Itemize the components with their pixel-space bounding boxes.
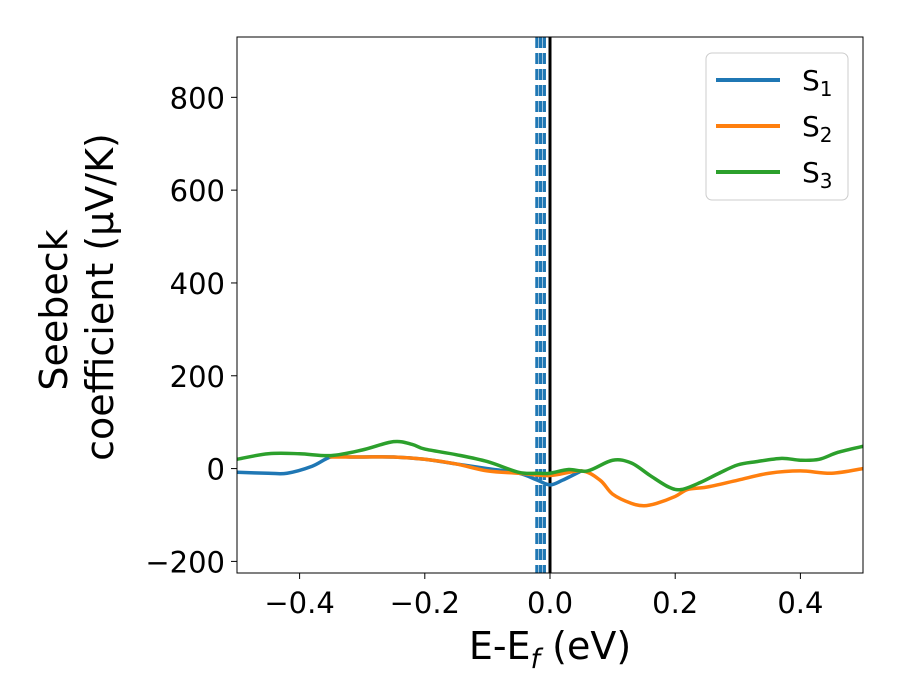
series-lines [237,439,863,508]
y-tick-label: −200 [145,545,225,579]
y-tick-label: 200 [170,360,225,394]
y-tick-label: 800 [170,81,225,115]
y-axis-title-line2: coefficient (μV/K) [78,133,122,461]
legend-label-s1: S1 [802,64,833,101]
x-tick-label: 0.2 [652,586,698,620]
legend-label-s2: S2 [802,110,833,147]
y-axis-ticks: −200 0 200 400 600 800 [145,81,237,579]
series-line-s2 [329,455,863,508]
x-axis-title-main: E-E [469,624,531,668]
x-tick-label: −0.2 [390,586,460,620]
x-tick-label: 0.4 [777,586,823,620]
series-line-s3 [237,439,863,492]
x-tick-label: 0.0 [527,586,573,620]
y-axis-title: Seebeck coefficient (μV/K) [32,133,122,461]
y-tick-label: 600 [170,174,225,208]
x-axis-ticks: −0.4 −0.2 0.0 0.2 0.4 [264,573,823,620]
legend: S1 S2 S3 [705,52,849,201]
y-tick-label: 0 [207,453,225,487]
x-axis-title: E-Ef (eV) [469,624,631,675]
legend-label-s3: S3 [802,156,833,193]
x-axis-title-unit: (eV) [540,624,631,668]
y-tick-label: 400 [170,267,225,301]
y-axis-title-line1: Seebeck [32,229,76,390]
x-tick-label: −0.4 [264,586,334,620]
